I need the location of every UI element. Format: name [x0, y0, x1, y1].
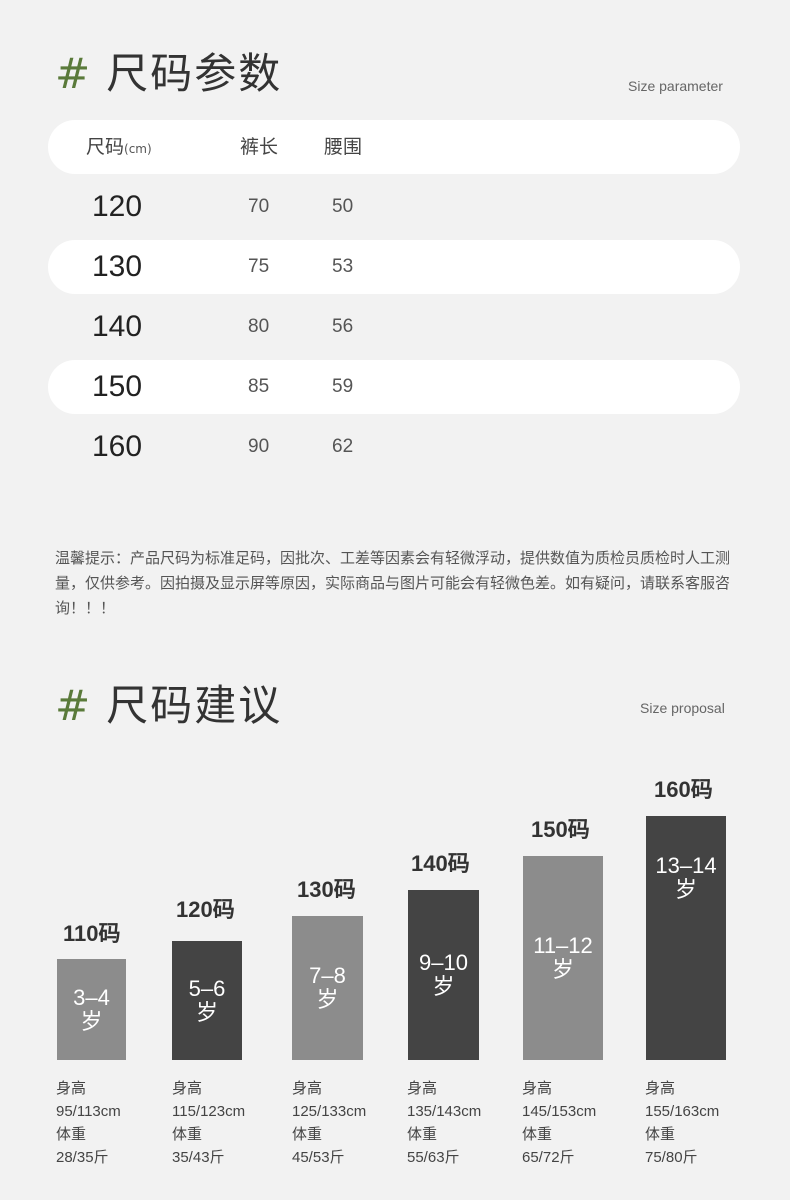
row-waist: 53	[332, 256, 354, 277]
header-size: 尺码(cm)	[86, 120, 152, 174]
height-label: 身高	[172, 1080, 203, 1097]
row-length: 80	[248, 316, 270, 337]
size-proposal-title: # 尺码建议	[55, 672, 282, 733]
height-label: 身高	[522, 1080, 553, 1097]
age-range: 13–14	[655, 853, 717, 878]
row-waist: 62	[332, 436, 354, 457]
age-unit: 岁	[195, 999, 218, 1025]
size-proposal-subtitle: Size proposal	[640, 700, 725, 716]
row-size: 130	[92, 250, 143, 283]
row-length: 85	[248, 376, 270, 397]
row-size: 160	[92, 430, 143, 463]
size-proposal-title-text: 尺码建议	[106, 681, 283, 730]
table-header-row: 尺码(cm) 裤长 腰围	[48, 120, 740, 174]
height-label: 身高	[645, 1080, 676, 1097]
age-bar: 11–12 岁	[523, 856, 603, 1060]
size-info: 身高 95/113cm 体重 28/35斤	[56, 1077, 121, 1169]
age-range: 3–4	[73, 984, 110, 1010]
size-info: 身高 115/123cm 体重 35/43斤	[172, 1077, 245, 1169]
weight-value: 35/43斤	[172, 1149, 225, 1166]
bar-size-label: 120码	[176, 897, 235, 922]
age-range: 5–6	[188, 975, 226, 1001]
table-row: 150 85 59	[48, 360, 740, 414]
header-waist: 腰围	[324, 136, 363, 158]
table-row: 120 70 50	[48, 180, 740, 234]
age-bar: 7–8 岁	[292, 916, 363, 1060]
age-text: 5–6 岁	[188, 975, 226, 1025]
hash-mark: #	[55, 49, 93, 98]
weight-label: 体重	[522, 1126, 553, 1143]
height-value: 95/113cm	[56, 1103, 121, 1120]
size-parameter-subtitle: Size parameter	[628, 78, 723, 94]
row-size: 150	[92, 370, 143, 403]
height-value: 145/153cm	[522, 1103, 597, 1120]
weight-label: 体重	[172, 1126, 203, 1143]
bar-size-label: 150码	[531, 817, 590, 842]
age-unit: 岁	[80, 1008, 103, 1034]
row-length: 75	[248, 256, 270, 277]
age-text: 11–12 岁	[533, 934, 593, 982]
age-bar: 3–4 岁	[57, 959, 126, 1060]
weight-value: 28/35斤	[56, 1149, 109, 1166]
size-parameter-title: # 尺码参数	[55, 40, 282, 101]
weight-label: 体重	[645, 1126, 676, 1143]
row-length: 90	[248, 436, 270, 457]
age-unit: 岁	[551, 957, 574, 982]
size-info: 身高 155/163cm 体重 75/80斤	[645, 1077, 719, 1169]
header-size-label: 尺码	[86, 136, 125, 158]
age-unit: 岁	[316, 987, 339, 1012]
size-info: 身高 125/133cm 体重 45/53斤	[292, 1077, 366, 1169]
bar-size-label: 140码	[411, 851, 470, 876]
size-info: 身高 145/153cm 体重 65/72斤	[522, 1077, 596, 1169]
age-unit: 岁	[674, 877, 697, 902]
row-waist: 59	[332, 376, 354, 397]
age-range: 9–10	[419, 950, 468, 975]
table-row: 130 75 53	[48, 240, 740, 294]
table-row: 140 80 56	[48, 300, 740, 354]
weight-value: 45/53斤	[292, 1149, 345, 1166]
weight-value: 65/72斤	[522, 1149, 575, 1166]
age-unit: 岁	[432, 974, 455, 999]
header-size-unit: (cm)	[124, 142, 152, 156]
age-text: 9–10 岁	[419, 951, 468, 999]
age-text: 7–8 岁	[309, 964, 346, 1012]
age-text: 3–4 岁	[73, 984, 110, 1034]
table-row: 160 90 62	[48, 420, 740, 474]
row-size: 120	[92, 190, 143, 223]
row-size: 140	[92, 310, 143, 343]
weight-label: 体重	[56, 1126, 87, 1143]
bar-size-label: 130码	[297, 877, 356, 902]
row-length: 70	[248, 196, 270, 217]
weight-label: 体重	[407, 1126, 438, 1143]
height-value: 135/143cm	[407, 1103, 482, 1120]
height-label: 身高	[56, 1080, 87, 1097]
hash-mark: #	[55, 681, 93, 730]
age-range: 7–8	[309, 963, 346, 988]
height-value: 115/123cm	[172, 1103, 246, 1120]
size-parameter-title-text: 尺码参数	[106, 49, 283, 98]
warm-tip-note: 温馨提示：产品尺码为标准足码，因批次、工差等因素会有轻微浮动，提供数值为质检员质…	[55, 549, 731, 617]
weight-value: 75/80斤	[645, 1149, 698, 1166]
age-range: 11–12	[533, 933, 593, 958]
header-length: 裤长	[240, 136, 279, 158]
bar-size-label: 110码	[63, 921, 121, 946]
weight-label: 体重	[292, 1126, 323, 1143]
height-value: 155/163cm	[645, 1103, 720, 1120]
age-text: 13–14 岁	[655, 854, 716, 902]
row-waist: 56	[332, 316, 354, 337]
age-bar: 9–10 岁	[408, 890, 479, 1060]
size-info: 身高 135/143cm 体重 55/63斤	[407, 1077, 481, 1169]
row-waist: 50	[332, 196, 354, 217]
age-bar: 13–14 岁	[646, 816, 726, 1060]
weight-value: 55/63斤	[407, 1149, 460, 1166]
age-bar: 5–6 岁	[172, 941, 242, 1060]
bar-size-label: 160码	[654, 777, 713, 802]
height-label: 身高	[292, 1080, 323, 1097]
height-value: 125/133cm	[292, 1103, 367, 1120]
height-label: 身高	[407, 1080, 438, 1097]
